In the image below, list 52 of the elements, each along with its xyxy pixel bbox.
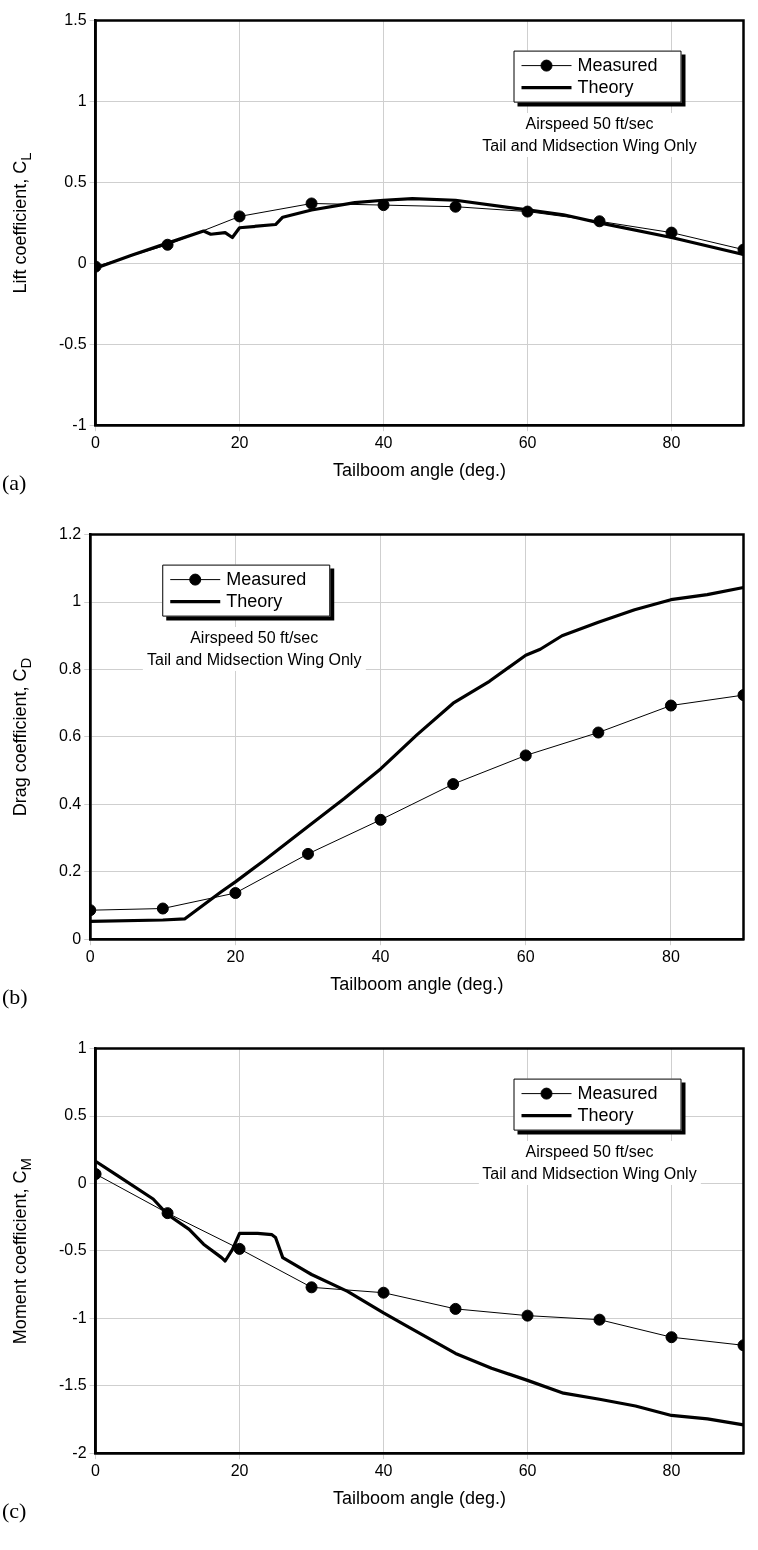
y-tick-label: 0 [77, 1173, 87, 1191]
legend-label: Measured [577, 54, 658, 75]
text: (b) [2, 984, 28, 1010]
x-tick-label: 60 [516, 948, 535, 966]
x-tick-label: 80 [662, 948, 680, 966]
y-tick-label: -1.5 [58, 1376, 87, 1394]
x-tick-label: 20 [230, 1462, 249, 1480]
x-axis-title: Tailboom angle (deg.) [332, 460, 507, 481]
annotation: Tail and Midsection Wing Only [482, 135, 697, 156]
x-axis-title: Tailboom angle (deg.) [330, 974, 504, 995]
text: (c) [2, 1498, 27, 1524]
y-tick-label: 0.2 [58, 862, 82, 880]
y-tick-label: 0 [77, 253, 87, 271]
x-tick-label: 0 [91, 434, 101, 452]
x-tick-label: 60 [518, 434, 537, 452]
annotation: Tail and Midsection Wing Only [147, 649, 362, 670]
legend-label: Measured [226, 568, 307, 589]
annotation: Airspeed 50 ft/sec [524, 1141, 655, 1162]
y-tick-label: -2 [72, 1443, 87, 1461]
y-tick-label: 1.5 [64, 11, 87, 29]
y-tick-label: 0.5 [64, 172, 87, 190]
y-tick-label: 0.5 [64, 1106, 87, 1124]
x-tick-label: 80 [662, 1462, 681, 1480]
x-tick-label: 20 [230, 434, 249, 452]
x-tick-label: 40 [371, 948, 390, 966]
y-tick-label: 0.6 [58, 727, 82, 745]
y-tick-label: 1 [77, 1039, 87, 1057]
x-axis-title: Tailboom angle (deg.) [332, 1488, 507, 1509]
y-tick-label: 0.8 [58, 659, 82, 677]
x-tick-label: 40 [374, 434, 393, 452]
legend-label: Theory [577, 76, 634, 97]
x-tick-label: 60 [518, 1462, 537, 1480]
y-tick-label: -1 [72, 1308, 87, 1326]
legend-label: Theory [226, 590, 283, 611]
legend-label: Measured [577, 1082, 658, 1103]
text: (a) [2, 470, 27, 496]
y-tick-label: -1 [72, 415, 87, 433]
y-tick-label: -0.5 [58, 1241, 87, 1259]
x-tick-label: 40 [374, 1462, 393, 1480]
y-tick-label: 1 [72, 592, 82, 610]
y-tick-label: 1 [77, 91, 87, 109]
x-tick-label: 0 [91, 1462, 101, 1480]
annotation: Tail and Midsection Wing Only [482, 1163, 697, 1184]
annotation: Airspeed 50 ft/sec [189, 627, 320, 648]
y-tick-label: 0.4 [58, 794, 82, 812]
y-tick-label: 1.2 [58, 525, 82, 543]
legend-label: Theory [577, 1104, 634, 1125]
annotation: Airspeed 50 ft/sec [524, 113, 655, 134]
x-tick-label: 20 [226, 948, 245, 966]
x-tick-label: 80 [662, 434, 681, 452]
y-tick-label: 0 [72, 929, 82, 947]
y-tick-label: -0.5 [58, 334, 87, 352]
